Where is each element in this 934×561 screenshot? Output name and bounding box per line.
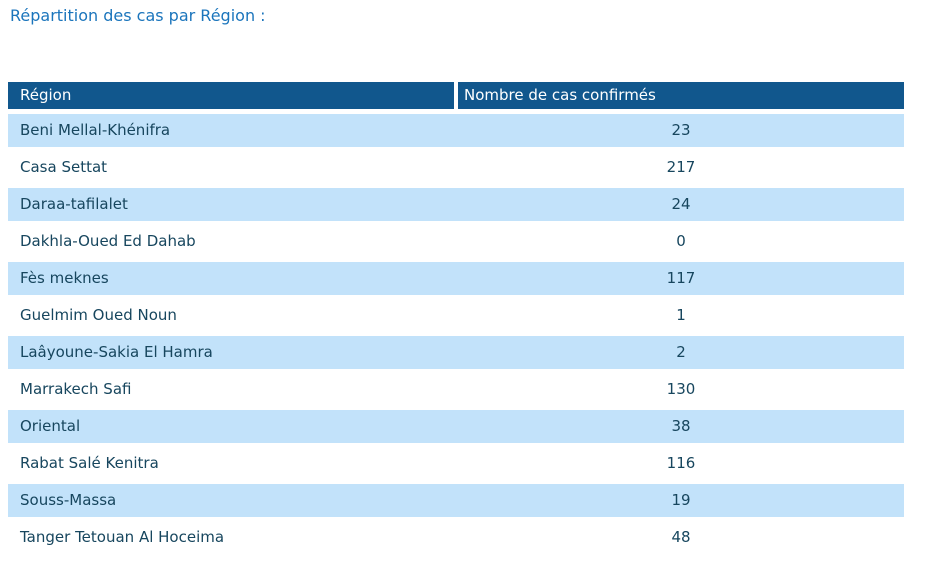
confirmed-cases-cell: 130 (666, 380, 696, 398)
confirmed-cases-cell: 48 (671, 528, 691, 546)
confirmed-cases-cell: 217 (666, 158, 696, 176)
confirmed-cases-cell: 116 (666, 454, 696, 472)
region-cell: Marrakech Safi (20, 380, 132, 398)
table-row: Marrakech Safi 130 (8, 373, 904, 406)
table-row: Oriental 38 (8, 410, 904, 443)
region-cell: Rabat Salé Kenitra (20, 454, 159, 472)
region-cell: Fès meknes (20, 269, 109, 287)
region-cell: Casa Settat (20, 158, 108, 176)
confirmed-cases-cell: 24 (671, 195, 691, 213)
region-cell: Beni Mellal-Khénifra (20, 121, 171, 139)
column-header-confirmed-cases: Nombre de cas confirmés (458, 82, 904, 109)
confirmed-cases-cell: 2 (676, 343, 686, 361)
table-row: Laâyoune-Sakia El Hamra 2 (8, 336, 904, 369)
region-cell: Dakhla-Oued Ed Dahab (20, 232, 196, 250)
confirmed-cases-cell: 23 (671, 121, 691, 139)
region-cell: Daraa-tafilalet (20, 195, 128, 213)
table-row: Casa Settat 217 (8, 151, 904, 184)
table-row: Tanger Tetouan Al Hoceima 48 (8, 521, 904, 554)
confirmed-cases-cell: 117 (666, 269, 696, 287)
table-row: Guelmim Oued Noun 1 (8, 299, 904, 332)
column-header-region: Région (8, 82, 454, 109)
region-cell: Guelmim Oued Noun (20, 306, 177, 324)
confirmed-cases-cell: 0 (676, 232, 686, 250)
table-row: Dakhla-Oued Ed Dahab 0 (8, 225, 904, 258)
table-row: Fès meknes 117 (8, 262, 904, 295)
table-header-row: Région Nombre de cas confirmés (8, 82, 904, 109)
region-cell: Souss-Massa (20, 491, 117, 509)
cases-by-region-table: Région Nombre de cas confirmés Beni Mell… (8, 82, 904, 558)
region-cell: Oriental (20, 417, 81, 435)
region-cell: Tanger Tetouan Al Hoceima (20, 528, 225, 546)
table-row: Beni Mellal-Khénifra 23 (8, 114, 904, 147)
confirmed-cases-cell: 38 (671, 417, 691, 435)
table-body: Beni Mellal-Khénifra 23 Casa Settat 217 Dara… (8, 109, 904, 554)
page-title: Répartition des cas par Région : (10, 6, 266, 25)
table-row: Souss-Massa 19 (8, 484, 904, 517)
table-row: Daraa-tafilalet 24 (8, 188, 904, 221)
confirmed-cases-cell: 1 (676, 306, 686, 324)
region-cell: Laâyoune-Sakia El Hamra (20, 343, 213, 361)
confirmed-cases-cell: 19 (671, 491, 691, 509)
table-row: Rabat Salé Kenitra 116 (8, 447, 904, 480)
